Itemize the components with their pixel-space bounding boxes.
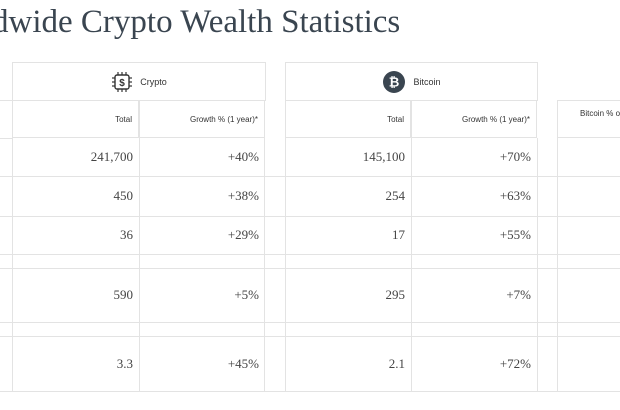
bitcoin-total-cell: 2.1 [388, 355, 405, 371]
crypto-total-cell: 450 [113, 188, 134, 203]
crypto-total-cell: 241,700 [90, 149, 133, 164]
grid-line [0, 138, 12, 139]
crypto-growth-cell: +40% [227, 149, 259, 164]
bitcoin-growth-header: Growth % (1 year)* [411, 100, 537, 138]
grid-line [557, 100, 558, 392]
grid-line [0, 391, 620, 392]
grid-line [139, 138, 140, 392]
crypto-total-cell: 590 [113, 287, 134, 302]
grid-line [285, 138, 286, 392]
crypto-total-cell: 3.3 [116, 355, 133, 371]
grid-line [0, 268, 620, 269]
bitcoin-icon: ₿ [382, 70, 406, 94]
crypto-total-header: Total [12, 100, 139, 138]
grid-line [264, 138, 265, 392]
bitcoin-growth-cell: +63% [499, 188, 531, 203]
crypto-growth-header: Growth % (1 year)* [139, 100, 265, 138]
crypto-growth-cell: +45% [227, 355, 259, 371]
grid-line [0, 100, 12, 101]
bitcoin-share-label: Bitcoin % o [580, 109, 620, 118]
crypto-growth-cell: +5% [234, 287, 259, 302]
bitcoin-total-header: Total [285, 100, 411, 138]
crypto-growth-cell: +38% [227, 188, 259, 203]
bitcoin-total-cell: 254 [385, 188, 406, 203]
bitcoin-growth-cell: +55% [499, 227, 531, 242]
grid-line [12, 138, 13, 392]
bitcoin-growth-cell: +70% [499, 149, 531, 164]
bitcoin-total-cell: 295 [385, 287, 406, 302]
bitcoin-header: ₿ Bitcoin [285, 62, 538, 101]
svg-text:₿: ₿ [389, 76, 400, 91]
bitcoin-total-cell: 145,100 [362, 149, 405, 164]
dollar-chip-icon: $ [111, 71, 133, 93]
svg-text:$: $ [119, 78, 125, 89]
bitcoin-share-header: Bitcoin % o [557, 100, 620, 138]
grid-line [0, 254, 620, 255]
crypto-total-cell: 36 [120, 227, 133, 242]
crypto-header: $ Crypto [12, 62, 266, 101]
grid-line [0, 322, 620, 323]
bitcoin-growth-cell: +7% [506, 287, 531, 302]
grid-line [0, 176, 620, 177]
bitcoin-header-label: Bitcoin [413, 77, 441, 87]
grid-line [411, 138, 412, 392]
grid-line [537, 138, 538, 392]
bitcoin-growth-cell: +72% [499, 355, 531, 371]
page-title: dwide Crypto Wealth Statistics [0, 4, 401, 40]
crypto-growth-cell: +29% [227, 227, 259, 242]
bitcoin-total-cell: 17 [392, 227, 405, 242]
grid-line [0, 216, 620, 217]
crypto-header-label: Crypto [140, 77, 167, 87]
grid-line [0, 336, 620, 337]
